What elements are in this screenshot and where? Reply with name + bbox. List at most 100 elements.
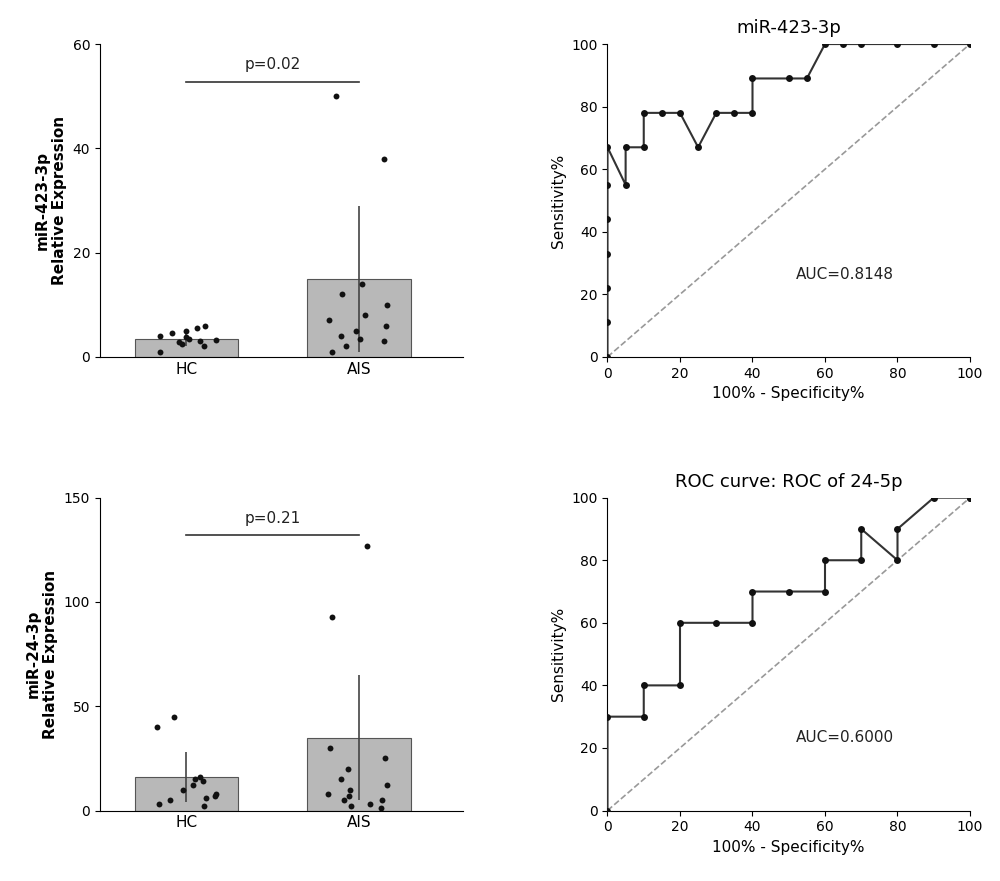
Point: [636, 709, 652, 723]
Point: [208, 333, 224, 347]
Point: [334, 287, 350, 301]
Point: [352, 331, 368, 345]
Point: [162, 793, 178, 807]
Point: [196, 799, 212, 813]
Point: [599, 212, 615, 226]
Point: [357, 308, 373, 322]
Point: [359, 538, 375, 552]
Point: [178, 330, 194, 344]
Point: [817, 584, 833, 598]
Point: [636, 106, 652, 120]
X-axis label: 100% - Specificity%: 100% - Specificity%: [712, 386, 865, 401]
Point: [926, 491, 942, 505]
Point: [599, 350, 615, 364]
Point: [618, 178, 634, 192]
Point: [726, 106, 742, 120]
Point: [378, 319, 394, 333]
Point: [853, 37, 869, 51]
Point: [379, 779, 395, 793]
Point: [377, 751, 393, 766]
Point: [374, 793, 390, 807]
Point: [708, 616, 724, 630]
Point: [152, 344, 168, 359]
Bar: [135, 338, 238, 357]
Point: [164, 326, 180, 340]
Point: [672, 616, 688, 630]
Point: [744, 584, 760, 598]
Y-axis label: miR-423-3p
Relative Expression: miR-423-3p Relative Expression: [35, 116, 67, 285]
Point: [322, 741, 338, 755]
Point: [799, 71, 815, 85]
Point: [781, 584, 797, 598]
Point: [341, 788, 357, 803]
Point: [781, 71, 797, 85]
Point: [962, 491, 978, 505]
Point: [174, 337, 190, 351]
Point: [198, 791, 214, 805]
Point: [342, 782, 358, 796]
Point: [889, 553, 905, 567]
Point: [208, 787, 224, 801]
Point: [373, 802, 389, 816]
Point: [690, 140, 706, 154]
Point: [320, 787, 336, 801]
Point: [348, 324, 364, 338]
Point: [599, 315, 615, 329]
Point: [181, 331, 197, 345]
Point: [636, 140, 652, 154]
Point: [853, 553, 869, 567]
Point: [166, 709, 182, 723]
Point: [962, 37, 978, 51]
Text: p=0.21: p=0.21: [244, 511, 301, 526]
Point: [333, 329, 349, 343]
Point: [362, 797, 378, 811]
Point: [962, 491, 978, 505]
Point: [328, 89, 344, 103]
Point: [175, 782, 191, 796]
Point: [187, 772, 203, 786]
Point: [324, 344, 340, 359]
Point: [149, 720, 165, 734]
Point: [708, 106, 724, 120]
Point: [672, 106, 688, 120]
Point: [338, 339, 354, 353]
Point: [853, 522, 869, 536]
Point: [599, 247, 615, 261]
Point: [744, 71, 760, 85]
Point: [207, 788, 223, 803]
Y-axis label: Sensitivity%: Sensitivity%: [551, 153, 566, 248]
Point: [192, 770, 208, 784]
Bar: [307, 737, 411, 811]
Point: [889, 522, 905, 536]
Point: [189, 322, 205, 336]
Point: [333, 772, 349, 786]
Point: [672, 678, 688, 692]
Point: [817, 553, 833, 567]
Bar: [307, 278, 411, 357]
Point: [185, 779, 201, 793]
Point: [321, 314, 337, 328]
Point: [889, 37, 905, 51]
X-axis label: 100% - Specificity%: 100% - Specificity%: [712, 840, 865, 855]
Point: [171, 336, 187, 350]
Title: miR-423-3p: miR-423-3p: [736, 19, 841, 37]
Point: [336, 793, 352, 807]
Text: AUC=0.6000: AUC=0.6000: [796, 729, 894, 744]
Text: p=0.02: p=0.02: [244, 57, 301, 72]
Point: [618, 140, 634, 154]
Title: ROC curve: ROC of 24-5p: ROC curve: ROC of 24-5p: [675, 472, 903, 491]
Point: [197, 319, 213, 333]
Point: [178, 324, 194, 338]
Text: AUC=0.8148: AUC=0.8148: [796, 267, 894, 282]
Point: [654, 106, 670, 120]
Point: [376, 152, 392, 166]
Point: [817, 37, 833, 51]
Point: [599, 178, 615, 192]
Point: [195, 774, 211, 788]
Point: [835, 37, 851, 51]
Point: [744, 616, 760, 630]
Point: [340, 762, 356, 776]
Point: [599, 140, 615, 154]
Bar: [135, 777, 238, 811]
Point: [636, 678, 652, 692]
